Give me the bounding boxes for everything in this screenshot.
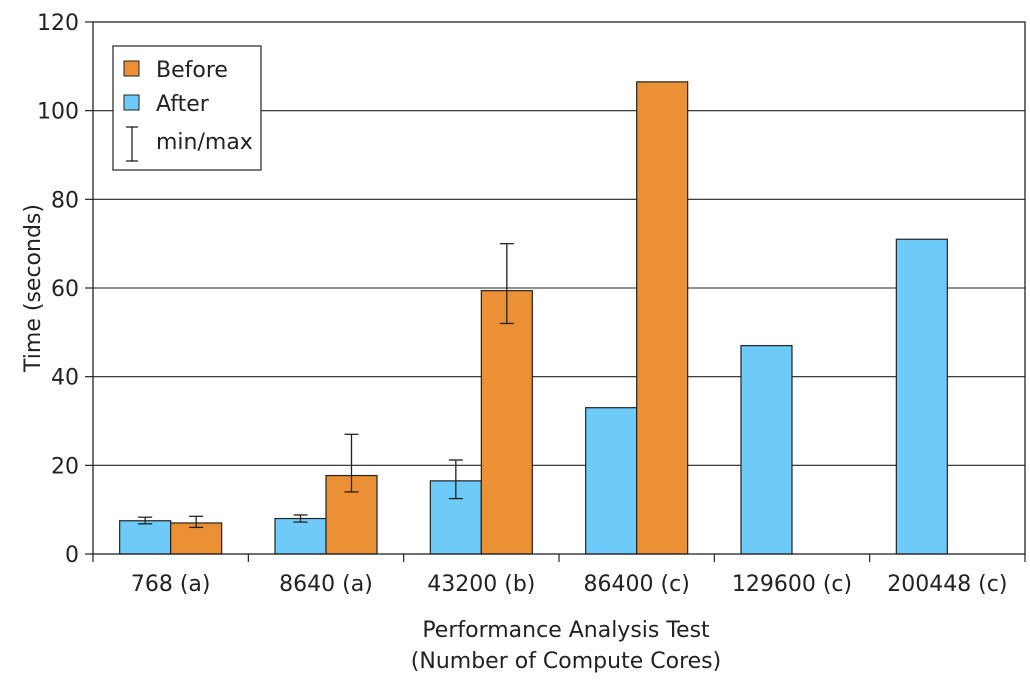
error-bar-before — [499, 243, 514, 325]
x-tick-label: 768 (a) — [131, 572, 211, 597]
bar-after — [740, 345, 793, 555]
y-tick-label: 40 — [51, 366, 79, 391]
y-axis-ticks: 0 20 40 60 80 100 120 — [37, 11, 93, 568]
y-tick-label: 120 — [37, 11, 79, 36]
bar-before — [480, 290, 533, 555]
x-tick-label: 129600 (c) — [732, 572, 852, 597]
bar-after — [274, 517, 327, 555]
x-tick-label: 86400 (c) — [584, 572, 690, 597]
bar-after — [585, 407, 638, 555]
error-bars — [138, 243, 514, 529]
bar-before — [636, 81, 689, 555]
legend-label-after: After — [156, 92, 210, 117]
x-axis-title-line1: Performance Analysis Test — [422, 618, 710, 643]
legend-swatch-before — [123, 60, 140, 77]
x-tick-label: 8640 (a) — [279, 572, 373, 597]
y-tick-label: 100 — [37, 100, 79, 125]
y-tick-label: 80 — [51, 188, 79, 213]
legend-label-before: Before — [156, 58, 228, 83]
y-tick-label: 60 — [51, 277, 79, 302]
legend: Before After min/max — [112, 45, 262, 171]
y-tick-label: 0 — [65, 543, 79, 568]
y-axis-title: Time (seconds) — [21, 204, 46, 373]
legend-errorbar-icon — [126, 126, 138, 162]
bar-after — [895, 238, 948, 555]
error-bar-after — [293, 514, 308, 523]
error-bar-after — [138, 516, 153, 525]
legend-swatch-after — [123, 94, 140, 111]
x-tick-label: 43200 (b) — [427, 572, 535, 597]
legend-label-minmax: min/max — [156, 130, 253, 155]
bars — [119, 81, 948, 555]
error-bar-before — [344, 433, 359, 493]
error-bar-before — [189, 515, 204, 529]
error-bar-after — [448, 459, 463, 500]
y-tick-label: 20 — [51, 454, 79, 479]
x-axis-title-line2: (Number of Compute Cores) — [411, 649, 721, 674]
x-axis-ticks: 768 (a) 8640 (a) 43200 (b) 86400 (c) 129600 … — [92, 554, 1026, 597]
bar-after — [119, 520, 172, 555]
x-tick-label: 200448 (c) — [887, 572, 1007, 597]
